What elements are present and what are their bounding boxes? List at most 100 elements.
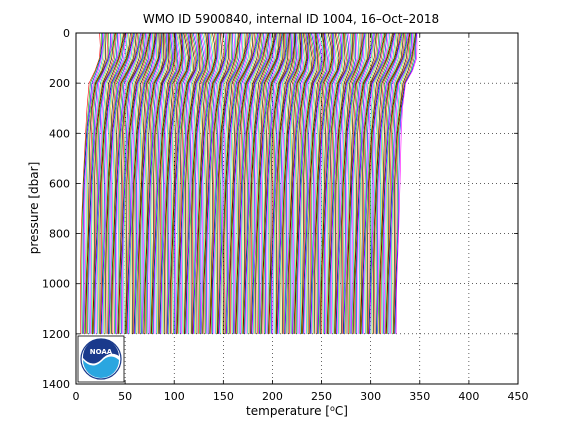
profile-line [161,33,181,334]
y-tick-label: 1000 [42,278,70,291]
profile-line [200,33,219,334]
profile-line [251,33,277,334]
profile-line [334,33,355,334]
profile-line [203,33,224,334]
profile-line [382,33,408,334]
profile-line [148,33,169,334]
profile-line [195,33,215,334]
profile-line [343,33,366,334]
profile-line [159,33,177,334]
profile-line [149,33,169,334]
profile-line [217,33,239,334]
profile-line [237,33,263,334]
profile-line [276,33,296,334]
profile-line [350,33,374,334]
profile-line [384,33,410,334]
profile-line [230,33,255,334]
profile-line [155,33,175,334]
y-tick-label: 1200 [42,328,70,341]
profile-line [335,33,355,334]
profile-line [86,33,108,334]
profile-line [241,33,267,334]
profile-line [393,33,416,334]
profile-line [196,33,216,334]
profile-line [100,33,125,334]
profile-line [207,33,228,334]
profile-line [277,33,297,334]
profile-line [370,33,397,334]
profile-line [380,33,405,334]
profile-line [267,33,290,334]
profile-line [294,33,314,334]
profile-line [305,33,324,334]
profile-line [108,33,135,334]
profile-line [225,33,251,334]
profile-line [296,33,315,334]
profile-line [304,33,324,334]
profile-line [219,33,243,334]
profile-line [101,33,127,334]
profile-line [336,33,358,334]
y-tick-label: 1400 [42,378,70,391]
profile-line [395,33,418,334]
profile-line [180,33,199,334]
profile-line [89,33,113,334]
profile-line [84,33,106,334]
profile-line [239,33,266,334]
profile-line [124,33,150,334]
profile-line [153,33,174,334]
profile-line [81,33,102,334]
x-tick-label: 350 [409,390,430,403]
profile-line [234,33,260,334]
profile-line [353,33,378,334]
profile-line [333,33,353,334]
profile-line [82,33,103,334]
profile-line [276,33,296,334]
profile-line [179,33,199,334]
profile-line [130,33,155,334]
profile-line [221,33,245,334]
profile-line [94,33,118,334]
profile-line [200,33,218,334]
profile-line [96,33,121,334]
profile-line [342,33,363,334]
profile-line [172,33,191,334]
profile-line [387,33,411,334]
profile-line [317,33,335,334]
profile-line [100,33,126,334]
profile-line [325,33,343,334]
profile-line [326,33,345,334]
x-tick-label: 100 [164,390,185,403]
profile-line [111,33,137,334]
profile-line [146,33,167,334]
profile-line [394,33,417,334]
profile-line [197,33,217,334]
profile-line [293,33,312,334]
profile-line [201,33,220,334]
profile-line [160,33,180,334]
profile-line [310,33,328,334]
profile-line [297,33,316,334]
x-tick-label: 450 [508,390,529,403]
x-tick-label: 400 [458,390,479,403]
profile-line [125,33,151,334]
profile-line [336,33,357,334]
profile-line [301,33,318,334]
profile-line [202,33,223,334]
profile-line [147,33,168,334]
profile-line [121,33,148,334]
profile-line [388,33,412,334]
profile-line [356,33,381,334]
profile-line [313,33,332,334]
profile-line [93,33,117,334]
profile-line [359,33,384,334]
profile-line [117,33,144,334]
profile-line [215,33,238,334]
profile-line [300,33,317,334]
profile-line [183,33,200,334]
profile-line [128,33,152,334]
profile-line [280,33,300,334]
profile-line [104,33,130,334]
profile-line [213,33,235,334]
profile-line [393,33,417,334]
